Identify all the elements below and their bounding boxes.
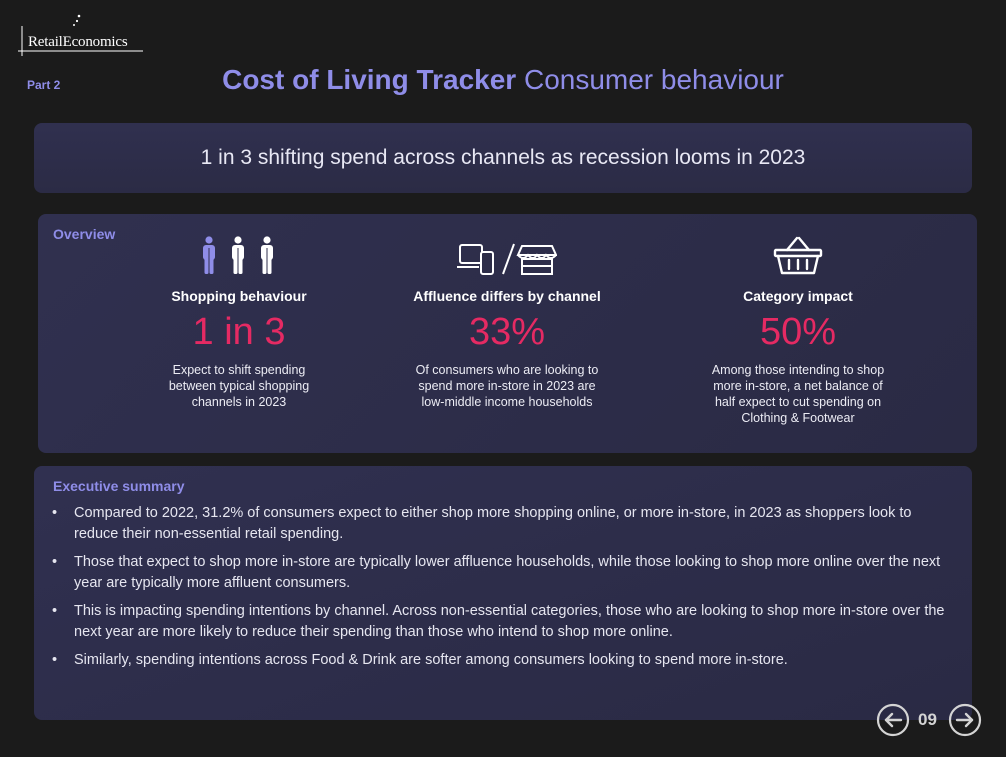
stat-title: Shopping behaviour xyxy=(171,288,307,304)
arrow-right-icon xyxy=(948,703,982,737)
executive-summary-label: Executive summary xyxy=(53,478,185,494)
summary-bullet: This is impacting spending intentions by… xyxy=(52,601,952,643)
summary-list: Compared to 2022, 31.2% of consumers exp… xyxy=(52,503,952,678)
stat-description-line: low-middle income households xyxy=(421,395,593,409)
stat-value: 1 in 3 xyxy=(192,311,286,353)
summary-bullet: Similarly, spending intentions across Fo… xyxy=(52,650,952,671)
stat-description-line: between typical shopping xyxy=(168,379,310,393)
stat-description-line: Clothing & Footwear xyxy=(741,411,855,425)
headline-text: 1 in 3 shifting spend across channels as… xyxy=(200,146,806,169)
summary-bullet: Compared to 2022, 31.2% of consumers exp… xyxy=(52,503,952,545)
page-title: Cost of Living Tracker Consumer behaviou… xyxy=(0,64,1006,96)
executive-summary-panel: Executive summary Compared to 2022, 31.2… xyxy=(34,466,972,720)
stat-description: Of consumers who are looking to spend mo… xyxy=(392,362,622,410)
stat-description: Among those intending to shop more in-st… xyxy=(688,362,908,426)
stat-description-line: Expect to shift spending xyxy=(172,363,306,377)
headline-banner: 1 in 3 shifting spend across channels as… xyxy=(34,123,972,193)
basket-icon xyxy=(688,232,908,276)
stat-affluence-by-channel: Affluence differs by channel 33% Of cons… xyxy=(392,232,622,410)
stat-description-line: channels in 2023 xyxy=(191,395,287,409)
previous-page-button[interactable] xyxy=(876,703,910,737)
arrow-left-icon xyxy=(876,703,910,737)
people-icon xyxy=(149,232,329,276)
next-page-button[interactable] xyxy=(948,703,982,737)
logo-text: RetailEconomics xyxy=(28,34,128,50)
stat-description-line: spend more in-store in 2023 are xyxy=(418,379,596,393)
online-instore-icon xyxy=(392,232,622,276)
summary-bullet: Those that expect to shop more in-store … xyxy=(52,552,952,594)
stat-value: 50% xyxy=(759,311,837,353)
logo-mark-icon xyxy=(18,14,143,56)
stat-description: Expect to shift spending between typical… xyxy=(149,362,329,410)
stat-value: 33% xyxy=(468,311,546,353)
page-title-light: Consumer behaviour xyxy=(523,64,784,95)
page-title-bold: Cost of Living Tracker xyxy=(222,64,517,95)
stat-title: Affluence differs by channel xyxy=(413,288,601,304)
stat-description-line: Among those intending to shop xyxy=(711,363,885,377)
pager: 09 xyxy=(876,703,986,739)
overview-panel: Overview xyxy=(38,214,977,453)
stat-description-line: more in-store, a net balance of xyxy=(713,379,883,393)
stat-description-line: half expect to cut spending on xyxy=(714,395,882,409)
retail-economics-logo: RetailEconomics xyxy=(18,12,148,62)
stat-description-line: Of consumers who are looking to xyxy=(415,363,599,377)
stat-title: Category impact xyxy=(743,288,853,304)
overview-label: Overview xyxy=(53,226,116,242)
part-label: Part 2 xyxy=(27,78,61,92)
page-number: 09 xyxy=(918,710,937,729)
stat-category-impact: Category impact 50% Among those intendin… xyxy=(688,232,908,426)
stat-shopping-behaviour: Shopping behaviour 1 in 3 Expect to shif… xyxy=(149,232,329,410)
